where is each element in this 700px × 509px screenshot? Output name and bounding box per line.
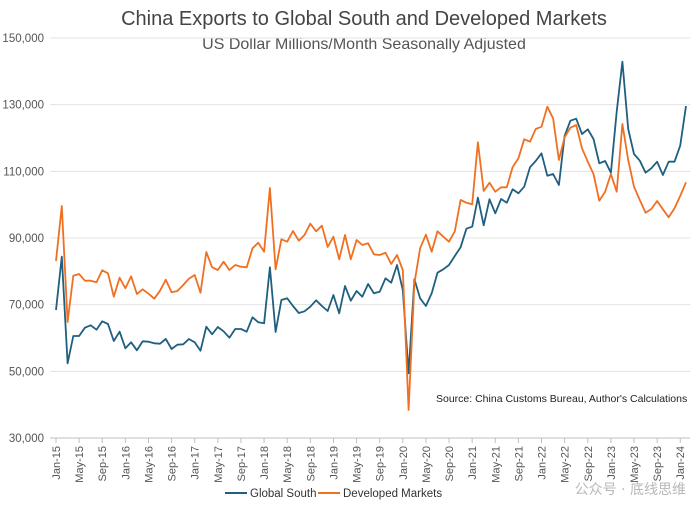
series-line-global-south [55, 60, 687, 375]
y-tick-label: 110,000 [3, 166, 44, 178]
x-tick-label: May-16 [143, 446, 155, 483]
x-tick-label: Sep-16 [167, 446, 179, 481]
x-tick-label: May-22 [560, 446, 572, 483]
x-tick-label: Sep-22 [583, 446, 595, 481]
y-tick-label: 130,000 [2, 100, 44, 112]
x-tick-label: Sep-20 [444, 446, 456, 481]
x-tick-label: Sep-19 [375, 446, 387, 481]
series-line-developed-markets [55, 105, 687, 411]
x-tick-label: Jan-16 [120, 446, 132, 480]
x-tick-label: Sep-23 [652, 446, 664, 481]
x-tick-label: Jan-22 [537, 446, 549, 480]
x-tick-label: Sep-21 [513, 446, 525, 481]
x-tick-label: Sep-17 [236, 446, 248, 481]
watermark: 公众号 · 底线思维 [574, 482, 686, 498]
x-tick-label: Jan-21 [467, 446, 479, 480]
x-tick-label: Jan-23 [606, 446, 618, 480]
y-tick-label: 150,000 [2, 33, 44, 45]
y-tick-label: 30,000 [9, 433, 44, 445]
legend-label: Global South [250, 488, 317, 500]
x-tick-label: May-15 [74, 446, 86, 483]
x-tick-label: Jan-19 [328, 446, 340, 480]
x-tick-label: Jan-18 [259, 446, 271, 480]
x-tick-label: Jan-20 [398, 446, 410, 480]
y-tick-label: 70,000 [9, 300, 44, 312]
x-tick-label: Jan-15 [51, 446, 63, 480]
source-annotation: Source: China Customs Bureau, Author's C… [436, 393, 687, 405]
x-tick-label: Sep-18 [305, 446, 317, 481]
x-tick-label: Jan-24 [675, 446, 687, 480]
chart-title: China Exports to Global South and Develo… [121, 8, 607, 30]
x-tick-label: May-23 [629, 446, 641, 483]
y-tick-label: 90,000 [9, 233, 44, 245]
x-tick-label: Sep-15 [97, 446, 109, 481]
legend-label: Developed Markets [343, 488, 442, 500]
chart-subtitle: US Dollar Millions/Month Seasonally Adju… [202, 36, 526, 53]
x-tick-label: May-19 [352, 446, 364, 483]
x-tick-label: May-20 [421, 446, 433, 483]
x-tick-label: May-18 [282, 446, 294, 483]
y-tick-label: 50,000 [9, 366, 44, 378]
x-tick-label: May-17 [213, 446, 225, 483]
x-tick-label: Jan-17 [190, 446, 202, 480]
legend: Global South Developed Markets [225, 488, 442, 500]
x-tick-label: May-21 [490, 446, 502, 483]
